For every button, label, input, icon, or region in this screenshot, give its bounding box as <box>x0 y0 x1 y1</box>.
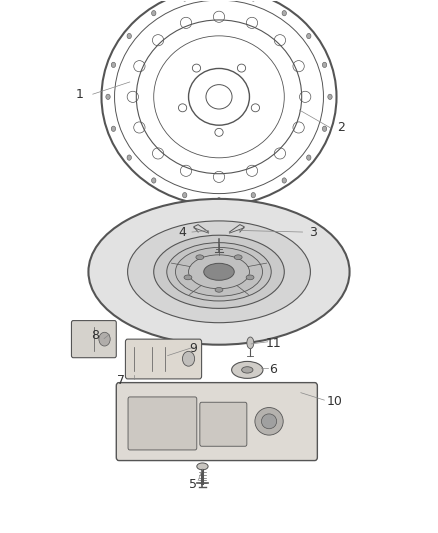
Ellipse shape <box>234 255 242 260</box>
FancyBboxPatch shape <box>200 402 247 446</box>
Text: 4: 4 <box>178 225 186 239</box>
Circle shape <box>307 34 311 39</box>
Ellipse shape <box>255 408 283 435</box>
Ellipse shape <box>246 275 254 280</box>
Text: 2: 2 <box>337 121 345 134</box>
FancyBboxPatch shape <box>128 397 197 450</box>
Ellipse shape <box>215 287 223 292</box>
Circle shape <box>127 34 131 39</box>
Circle shape <box>282 178 286 183</box>
Text: 8: 8 <box>91 329 99 342</box>
Ellipse shape <box>176 247 262 296</box>
Ellipse shape <box>196 255 204 260</box>
Circle shape <box>183 192 187 198</box>
Text: 9: 9 <box>189 342 197 355</box>
Circle shape <box>251 192 255 198</box>
Ellipse shape <box>261 414 277 429</box>
Circle shape <box>183 0 187 1</box>
Circle shape <box>328 94 332 100</box>
Ellipse shape <box>127 221 311 322</box>
Ellipse shape <box>88 199 350 345</box>
Ellipse shape <box>204 263 234 280</box>
Ellipse shape <box>167 243 271 301</box>
Ellipse shape <box>208 225 230 239</box>
Circle shape <box>99 332 110 346</box>
Circle shape <box>322 62 327 68</box>
Circle shape <box>217 198 221 203</box>
Text: 7: 7 <box>117 374 125 387</box>
Text: 3: 3 <box>309 225 317 239</box>
Circle shape <box>251 0 255 1</box>
Circle shape <box>152 11 156 16</box>
Ellipse shape <box>232 361 263 378</box>
Ellipse shape <box>247 337 254 349</box>
FancyBboxPatch shape <box>116 383 318 461</box>
FancyBboxPatch shape <box>125 339 201 379</box>
Circle shape <box>307 155 311 160</box>
Text: 5: 5 <box>189 479 197 491</box>
Circle shape <box>152 178 156 183</box>
Circle shape <box>322 126 327 132</box>
Ellipse shape <box>242 367 253 373</box>
Text: 11: 11 <box>265 337 281 350</box>
Ellipse shape <box>154 235 284 309</box>
Circle shape <box>106 94 110 100</box>
Text: 6: 6 <box>269 364 277 376</box>
Text: 10: 10 <box>326 395 342 408</box>
FancyBboxPatch shape <box>71 320 116 358</box>
Circle shape <box>127 155 131 160</box>
Ellipse shape <box>197 463 208 470</box>
Circle shape <box>111 62 116 68</box>
Ellipse shape <box>184 275 192 280</box>
Circle shape <box>282 11 286 16</box>
Circle shape <box>111 126 116 132</box>
Text: 1: 1 <box>76 87 84 101</box>
Circle shape <box>183 351 194 366</box>
